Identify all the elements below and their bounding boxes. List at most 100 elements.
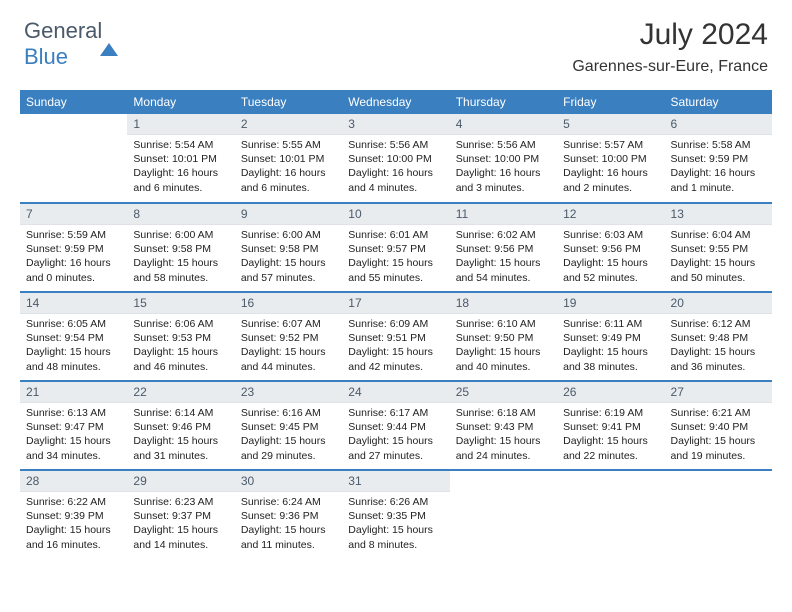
daylight-line: Daylight: 15 hours and 16 minutes. [26, 524, 111, 550]
day-number: 12 [557, 204, 664, 225]
sunset-line: Sunset: 9:49 PM [563, 332, 641, 344]
calendar-head: SundayMondayTuesdayWednesdayThursdayFrid… [20, 90, 772, 114]
daylight-line: Daylight: 16 hours and 4 minutes. [348, 167, 433, 193]
sunrise-line: Sunrise: 6:24 AM [241, 496, 321, 508]
daylight-line: Daylight: 16 hours and 6 minutes. [133, 167, 218, 193]
daylight-line: Daylight: 16 hours and 0 minutes. [26, 257, 111, 283]
sunset-line: Sunset: 9:40 PM [671, 421, 749, 433]
calendar-cell: 23Sunrise: 6:16 AMSunset: 9:45 PMDayligh… [235, 381, 342, 469]
sunset-line: Sunset: 9:52 PM [241, 332, 319, 344]
day-number: 24 [342, 382, 449, 403]
daylight-line: Daylight: 15 hours and 38 minutes. [563, 346, 648, 372]
day-details: Sunrise: 6:19 AMSunset: 9:41 PMDaylight:… [557, 403, 664, 467]
day-details: Sunrise: 5:55 AMSunset: 10:01 PMDaylight… [235, 135, 342, 199]
brand-text: General Blue [24, 18, 118, 70]
daylight-line: Daylight: 15 hours and 55 minutes. [348, 257, 433, 283]
day-details: Sunrise: 6:14 AMSunset: 9:46 PMDaylight:… [127, 403, 234, 467]
calendar-week-row: 7Sunrise: 5:59 AMSunset: 9:59 PMDaylight… [20, 203, 772, 291]
sunrise-line: Sunrise: 5:57 AM [563, 139, 643, 151]
sunset-line: Sunset: 10:01 PM [241, 153, 324, 165]
day-details: Sunrise: 6:01 AMSunset: 9:57 PMDaylight:… [342, 225, 449, 289]
calendar-cell: 6Sunrise: 5:58 AMSunset: 9:59 PMDaylight… [665, 114, 772, 202]
weekday-header: Friday [557, 90, 664, 114]
day-details: Sunrise: 6:10 AMSunset: 9:50 PMDaylight:… [450, 314, 557, 378]
daylight-line: Daylight: 15 hours and 54 minutes. [456, 257, 541, 283]
day-details: Sunrise: 6:22 AMSunset: 9:39 PMDaylight:… [20, 492, 127, 556]
sunrise-line: Sunrise: 6:03 AM [563, 229, 643, 241]
daylight-line: Daylight: 15 hours and 44 minutes. [241, 346, 326, 372]
sunrise-line: Sunrise: 6:05 AM [26, 318, 106, 330]
day-number: 1 [127, 114, 234, 135]
daylight-line: Daylight: 15 hours and 48 minutes. [26, 346, 111, 372]
sunrise-line: Sunrise: 6:01 AM [348, 229, 428, 241]
daylight-line: Daylight: 15 hours and 42 minutes. [348, 346, 433, 372]
day-details: Sunrise: 6:06 AMSunset: 9:53 PMDaylight:… [127, 314, 234, 378]
day-number: 21 [20, 382, 127, 403]
sunrise-line: Sunrise: 5:54 AM [133, 139, 213, 151]
calendar-cell: 18Sunrise: 6:10 AMSunset: 9:50 PMDayligh… [450, 292, 557, 380]
day-details: Sunrise: 6:09 AMSunset: 9:51 PMDaylight:… [342, 314, 449, 378]
calendar-table: SundayMondayTuesdayWednesdayThursdayFrid… [20, 90, 772, 558]
day-number: 10 [342, 204, 449, 225]
sunset-line: Sunset: 9:59 PM [671, 153, 749, 165]
sunset-line: Sunset: 9:36 PM [241, 510, 319, 522]
sunrise-line: Sunrise: 6:14 AM [133, 407, 213, 419]
day-details: Sunrise: 6:18 AMSunset: 9:43 PMDaylight:… [450, 403, 557, 467]
calendar-cell: 11Sunrise: 6:02 AMSunset: 9:56 PMDayligh… [450, 203, 557, 291]
daylight-line: Daylight: 15 hours and 36 minutes. [671, 346, 756, 372]
calendar-cell: 4Sunrise: 5:56 AMSunset: 10:00 PMDayligh… [450, 114, 557, 202]
calendar-cell [665, 470, 772, 558]
day-number: 25 [450, 382, 557, 403]
sunset-line: Sunset: 9:43 PM [456, 421, 534, 433]
sunset-line: Sunset: 9:56 PM [563, 243, 641, 255]
sunset-line: Sunset: 9:56 PM [456, 243, 534, 255]
daylight-line: Daylight: 15 hours and 29 minutes. [241, 435, 326, 461]
day-number: 3 [342, 114, 449, 135]
location-label: Garennes-sur-Eure, France [572, 58, 768, 76]
brand-triangle-icon [100, 18, 118, 56]
sunset-line: Sunset: 9:58 PM [133, 243, 211, 255]
day-number: 23 [235, 382, 342, 403]
calendar-cell: 12Sunrise: 6:03 AMSunset: 9:56 PMDayligh… [557, 203, 664, 291]
day-number: 19 [557, 293, 664, 314]
daylight-line: Daylight: 15 hours and 50 minutes. [671, 257, 756, 283]
sunrise-line: Sunrise: 6:23 AM [133, 496, 213, 508]
day-number: 17 [342, 293, 449, 314]
day-number: 14 [20, 293, 127, 314]
sunset-line: Sunset: 10:00 PM [456, 153, 539, 165]
sunrise-line: Sunrise: 6:21 AM [671, 407, 751, 419]
sunrise-line: Sunrise: 6:13 AM [26, 407, 106, 419]
weekday-header-row: SundayMondayTuesdayWednesdayThursdayFrid… [20, 90, 772, 114]
calendar-cell: 28Sunrise: 6:22 AMSunset: 9:39 PMDayligh… [20, 470, 127, 558]
day-details: Sunrise: 6:16 AMSunset: 9:45 PMDaylight:… [235, 403, 342, 467]
calendar-cell: 5Sunrise: 5:57 AMSunset: 10:00 PMDayligh… [557, 114, 664, 202]
sunrise-line: Sunrise: 6:19 AM [563, 407, 643, 419]
sunset-line: Sunset: 9:59 PM [26, 243, 104, 255]
day-details: Sunrise: 6:05 AMSunset: 9:54 PMDaylight:… [20, 314, 127, 378]
day-details: Sunrise: 6:11 AMSunset: 9:49 PMDaylight:… [557, 314, 664, 378]
daylight-line: Daylight: 16 hours and 3 minutes. [456, 167, 541, 193]
day-number: 5 [557, 114, 664, 135]
day-details: Sunrise: 6:26 AMSunset: 9:35 PMDaylight:… [342, 492, 449, 556]
calendar-cell: 9Sunrise: 6:00 AMSunset: 9:58 PMDaylight… [235, 203, 342, 291]
daylight-line: Daylight: 15 hours and 8 minutes. [348, 524, 433, 550]
calendar-cell: 16Sunrise: 6:07 AMSunset: 9:52 PMDayligh… [235, 292, 342, 380]
brand-logo: General Blue [24, 18, 118, 70]
daylight-line: Daylight: 15 hours and 27 minutes. [348, 435, 433, 461]
title-block: July 2024 Garennes-sur-Eure, France [572, 18, 768, 76]
daylight-line: Daylight: 15 hours and 34 minutes. [26, 435, 111, 461]
sunrise-line: Sunrise: 6:00 AM [241, 229, 321, 241]
sunset-line: Sunset: 9:45 PM [241, 421, 319, 433]
day-number: 6 [665, 114, 772, 135]
day-number: 13 [665, 204, 772, 225]
daylight-line: Daylight: 15 hours and 31 minutes. [133, 435, 218, 461]
brand-part1: General [24, 18, 102, 43]
sunrise-line: Sunrise: 5:55 AM [241, 139, 321, 151]
day-details: Sunrise: 6:24 AM Sunset: 9:36 PM Daylight:… [235, 492, 342, 556]
sunset-line: Sunset: 9:50 PM [456, 332, 534, 344]
daylight-line: Daylight: 15 hours and 11 minutes. [241, 524, 326, 550]
calendar-cell: 3Sunrise: 5:56 AMSunset: 10:00 PMDayligh… [342, 114, 449, 202]
header: General Blue July 2024 Garennes-sur-Eure… [0, 0, 792, 84]
sunrise-line: Sunrise: 6:07 AM [241, 318, 321, 330]
calendar-cell: 14Sunrise: 6:05 AMSunset: 9:54 PMDayligh… [20, 292, 127, 380]
